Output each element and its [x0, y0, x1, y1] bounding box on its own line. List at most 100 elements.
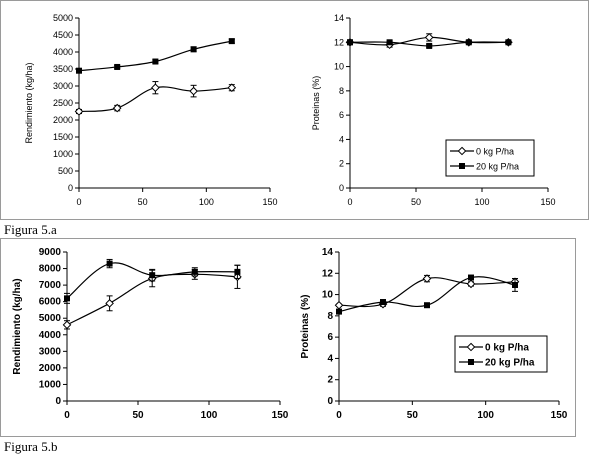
y-tick-label: 1000 — [53, 149, 73, 159]
series-open — [74, 81, 237, 116]
data-point — [149, 272, 156, 279]
legend-label: 0 kg P/ha — [485, 343, 529, 354]
x-tick-label: 0 — [76, 197, 81, 207]
x-tick-label: 0 — [347, 197, 352, 207]
y-tick-label: 4 — [339, 134, 344, 144]
x-tick-label: 50 — [411, 197, 421, 207]
y-tick-label: 4000 — [39, 330, 62, 341]
y-axis-label: Rendimiento (kg/ha) — [12, 278, 23, 374]
y-tick-label: 6 — [339, 110, 344, 120]
y-tick-label: 12 — [322, 268, 334, 279]
y-tick-label: 3000 — [53, 81, 73, 91]
series-line — [78, 40, 232, 72]
data-point — [334, 300, 344, 310]
y-tick-label: 3000 — [39, 346, 62, 357]
data-point — [227, 83, 237, 93]
legend-marker — [459, 163, 465, 169]
data-point — [512, 281, 518, 288]
legend-label: 20 kg P/ha — [476, 162, 519, 172]
x-tick-label: 50 — [138, 197, 148, 207]
legend: 0 kg P/ha 20 kg P/ha — [454, 335, 548, 373]
y-tick-label: 5000 — [39, 313, 62, 324]
y-tick-label: 1000 — [39, 379, 62, 390]
legend-marker — [457, 146, 467, 156]
y-tick-label: 2 — [327, 375, 333, 386]
y-axis-label: Proteinas (%) — [311, 76, 321, 131]
x-tick-label: 150 — [262, 197, 277, 207]
series-filled — [64, 258, 241, 304]
y-tick-label: 500 — [58, 166, 73, 176]
x-tick-label: 150 — [272, 410, 289, 421]
legend-marker — [466, 342, 476, 352]
data-point — [465, 39, 472, 46]
data-point — [76, 67, 82, 74]
y-tick-label: 6 — [327, 332, 333, 343]
panel-b-frame — [0, 238, 576, 437]
y-tick-label: 2500 — [53, 98, 73, 108]
chart-b_left: 0 1000 2000 3000 4000 5000 6000 7000 8000 9000 0 50… — [12, 247, 289, 421]
series-filled — [347, 39, 512, 49]
y-tick-label: 7000 — [39, 280, 62, 291]
y-axis-label: Rendimiento (kg/ha) — [24, 62, 34, 143]
data-point — [74, 107, 84, 116]
y-tick-label: 4500 — [53, 30, 73, 40]
data-point — [228, 38, 235, 45]
y-tick-label: 0 — [339, 183, 344, 193]
y-axis-label: Proteinas (%) — [300, 295, 311, 359]
data-point — [234, 268, 241, 275]
data-point — [114, 63, 121, 70]
chart-a_right: 0 2 4 6 8 10 12 14 0 50 100 150 Proteinas (%) 0 kg P/… — [311, 13, 556, 207]
y-tick-label: 10 — [334, 62, 344, 72]
data-point — [347, 39, 353, 46]
data-point — [424, 33, 434, 42]
y-tick-label: 12 — [334, 37, 344, 47]
y-tick-label: 1500 — [53, 132, 73, 142]
y-tick-label: 3500 — [53, 64, 73, 74]
y-tick-label: 5000 — [53, 13, 73, 23]
y-tick-label: 14 — [322, 247, 334, 258]
x-tick-label: 100 — [477, 410, 494, 421]
data-point — [152, 58, 159, 65]
data-point — [386, 39, 393, 46]
y-tick-label: 2000 — [39, 363, 62, 374]
data-point — [380, 299, 386, 306]
y-tick-label: 9000 — [39, 247, 62, 258]
data-point — [466, 279, 476, 289]
data-point — [64, 295, 70, 302]
x-tick-label: 100 — [199, 197, 214, 207]
data-point — [336, 308, 342, 315]
y-tick-label: 2000 — [53, 115, 73, 125]
legend-box — [454, 335, 548, 373]
data-point — [106, 260, 113, 267]
chart-b_right: 0 2 4 6 8 10 12 14 0 50 100 150 Proteinas (%) 0 kg P/… — [300, 247, 568, 421]
y-tick-label: 4 — [327, 353, 333, 364]
y-tick-label: 0 — [327, 396, 333, 407]
y-tick-label: 2 — [339, 159, 344, 169]
figure-label-b: Figura 5.b — [4, 439, 57, 454]
data-point — [468, 274, 474, 281]
data-point — [191, 268, 198, 275]
y-tick-label: 0 — [55, 396, 61, 407]
charts-group: 0500100015002000250030003500400045005000… — [12, 13, 568, 421]
data-point — [112, 103, 122, 113]
legend-box — [445, 139, 535, 177]
y-tick-label: 4000 — [53, 47, 73, 57]
chart-a_left: 0500100015002000250030003500400045005000… — [24, 13, 278, 207]
y-tick-label: 8 — [339, 86, 344, 96]
x-tick-label: 50 — [132, 410, 144, 421]
x-tick-label: 150 — [551, 410, 568, 421]
y-tick-label: 8000 — [39, 264, 62, 275]
y-tick-label: 8 — [327, 311, 333, 322]
data-point — [422, 274, 432, 283]
legend-marker — [468, 359, 474, 365]
y-tick-label: 10 — [322, 290, 334, 301]
series-filled — [336, 274, 518, 315]
data-point — [426, 42, 433, 49]
figure-label-a: Figura 5.a — [4, 222, 57, 237]
legend-label: 20 kg P/ha — [485, 358, 535, 369]
y-tick-label: 0 — [68, 183, 73, 193]
data-point — [424, 302, 430, 309]
x-tick-label: 150 — [540, 197, 555, 207]
x-tick-label: 0 — [336, 410, 342, 421]
